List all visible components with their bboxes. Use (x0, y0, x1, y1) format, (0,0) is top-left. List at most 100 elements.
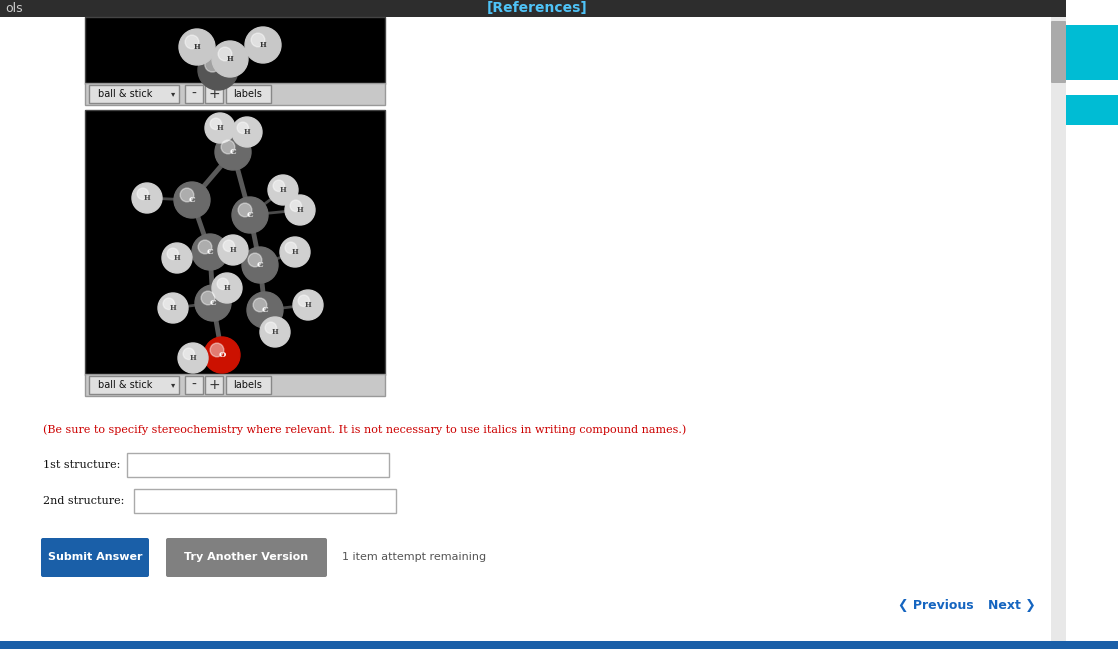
Circle shape (252, 33, 265, 47)
Circle shape (203, 337, 240, 373)
Text: C: C (257, 261, 264, 269)
FancyBboxPatch shape (226, 85, 271, 103)
Text: ▾: ▾ (171, 90, 176, 99)
Circle shape (178, 343, 208, 373)
Text: -: - (191, 87, 197, 101)
Circle shape (217, 278, 228, 289)
Text: H: H (229, 246, 236, 254)
Text: H: H (190, 354, 197, 362)
FancyBboxPatch shape (226, 376, 271, 394)
FancyBboxPatch shape (1065, 25, 1118, 80)
Text: C: C (229, 148, 236, 156)
FancyBboxPatch shape (165, 538, 326, 577)
Circle shape (186, 35, 199, 49)
Text: H: H (193, 43, 200, 51)
FancyBboxPatch shape (184, 376, 203, 394)
Circle shape (162, 243, 192, 273)
Circle shape (215, 134, 252, 170)
Text: H: H (173, 254, 180, 262)
Text: H: H (292, 248, 299, 256)
Circle shape (138, 188, 149, 199)
FancyBboxPatch shape (85, 110, 385, 375)
Text: O: O (218, 351, 226, 359)
Text: H: H (296, 206, 303, 214)
Circle shape (273, 180, 284, 191)
FancyBboxPatch shape (205, 376, 222, 394)
Text: H: H (170, 304, 177, 312)
Circle shape (167, 248, 179, 260)
Circle shape (179, 29, 215, 65)
FancyBboxPatch shape (85, 17, 385, 84)
Text: Next ❯: Next ❯ (988, 598, 1035, 611)
FancyBboxPatch shape (1051, 17, 1065, 641)
Circle shape (212, 41, 248, 77)
Circle shape (290, 200, 302, 212)
Text: H: H (227, 55, 234, 63)
Circle shape (218, 47, 231, 61)
Circle shape (205, 57, 220, 72)
Text: C: C (247, 211, 254, 219)
Circle shape (233, 117, 262, 147)
FancyBboxPatch shape (1051, 21, 1065, 83)
Text: C: C (210, 299, 217, 307)
Circle shape (218, 235, 248, 265)
FancyBboxPatch shape (184, 85, 203, 103)
Text: ball & stick: ball & stick (97, 380, 152, 390)
Text: H: H (259, 41, 266, 49)
Text: +: + (208, 378, 220, 392)
Text: H: H (280, 186, 286, 194)
Text: ❮ Previous: ❮ Previous (898, 598, 974, 611)
Text: ▾: ▾ (171, 380, 176, 389)
Text: H: H (224, 284, 230, 292)
Circle shape (180, 188, 193, 202)
FancyBboxPatch shape (85, 374, 385, 396)
Text: H: H (304, 301, 312, 309)
Text: 1st structure:: 1st structure: (42, 460, 121, 470)
Circle shape (241, 247, 278, 283)
Circle shape (132, 183, 162, 213)
Circle shape (285, 195, 315, 225)
FancyBboxPatch shape (85, 83, 385, 105)
Circle shape (183, 348, 195, 360)
Circle shape (233, 197, 268, 233)
Text: C: C (207, 248, 214, 256)
Circle shape (247, 292, 283, 328)
Circle shape (299, 295, 310, 306)
Circle shape (248, 253, 262, 267)
FancyBboxPatch shape (134, 489, 396, 513)
Circle shape (158, 293, 188, 323)
Text: (Be sure to specify stereochemistry where relevant. It is not necessary to use i: (Be sure to specify stereochemistry wher… (42, 424, 686, 435)
FancyBboxPatch shape (205, 85, 222, 103)
Text: H: H (143, 194, 151, 202)
Circle shape (174, 182, 210, 218)
Circle shape (212, 273, 241, 303)
Text: C: C (189, 196, 196, 204)
FancyBboxPatch shape (0, 641, 1118, 649)
Circle shape (192, 234, 228, 270)
Circle shape (201, 291, 215, 305)
Text: H: H (272, 328, 278, 336)
FancyBboxPatch shape (89, 376, 179, 394)
Text: -: - (191, 378, 197, 392)
Circle shape (210, 118, 221, 130)
Circle shape (280, 237, 310, 267)
Circle shape (293, 290, 323, 320)
Circle shape (163, 298, 174, 310)
Text: Try Another Version: Try Another Version (184, 552, 309, 563)
Text: H: H (217, 124, 224, 132)
Circle shape (237, 122, 248, 134)
FancyBboxPatch shape (89, 85, 179, 103)
Text: labels: labels (234, 89, 263, 99)
Circle shape (253, 298, 267, 312)
Circle shape (205, 113, 235, 143)
Circle shape (265, 322, 276, 334)
Text: H: H (244, 128, 250, 136)
Text: 2nd structure:: 2nd structure: (42, 496, 124, 506)
FancyBboxPatch shape (41, 538, 149, 577)
FancyBboxPatch shape (1065, 95, 1118, 125)
Circle shape (260, 317, 290, 347)
Circle shape (224, 240, 235, 252)
Text: 1 item attempt remaining: 1 item attempt remaining (342, 552, 486, 562)
Text: ols: ols (4, 2, 22, 15)
Circle shape (198, 240, 211, 254)
